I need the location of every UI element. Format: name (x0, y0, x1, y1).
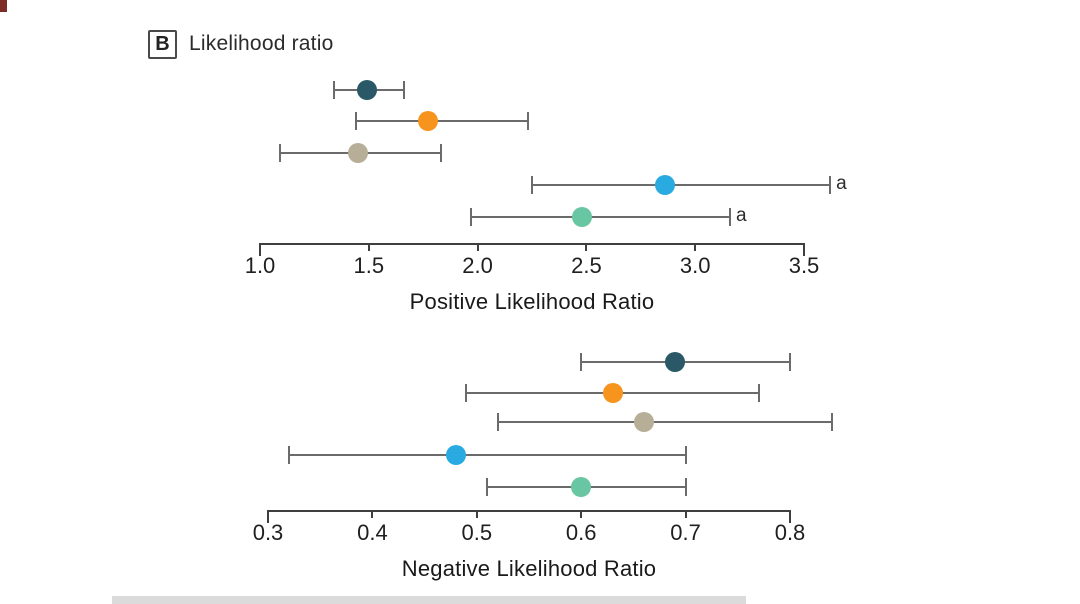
ci-cap-high-dark-blue (402, 81, 405, 99)
ci-line-dark-blue (581, 361, 790, 363)
ci-cap-high-light-blue (829, 176, 832, 194)
panel-tag-b: B (148, 29, 177, 59)
x-axis-tick (789, 510, 791, 523)
footnote-marker-green: a (736, 205, 747, 226)
ci-cap-low-light-blue (287, 446, 290, 464)
x-axis-tick-label: 0.5 (461, 520, 493, 545)
point-estimate-dot-tan (633, 412, 654, 432)
ci-cap-low-green (470, 208, 473, 226)
x-axis-tick-label: 1.5 (353, 253, 385, 278)
ci-cap-high-green (684, 478, 687, 496)
x-axis-tick-label: 3.5 (788, 253, 820, 278)
point-estimate-dot-dark-blue (356, 80, 377, 100)
x-axis-tick (580, 510, 583, 518)
ci-line-orange (355, 120, 528, 122)
bottom-crop-band (112, 596, 746, 604)
ci-cap-low-orange (465, 384, 468, 402)
panel-title: Likelihood ratio (189, 32, 334, 55)
x-axis-line (267, 510, 791, 512)
x-axis-tick-label: 1.0 (244, 253, 276, 278)
x-axis-tick-label: 0.4 (357, 520, 388, 545)
x-axis-title: Positive Likelihood Ratio (409, 289, 655, 314)
point-estimate-dot-light-blue (445, 445, 466, 465)
x-axis-tick (475, 510, 478, 518)
ci-line-light-blue (288, 454, 686, 456)
x-axis-tick-label: 0.3 (252, 520, 284, 545)
point-estimate-dot-green (572, 207, 593, 227)
ci-cap-high-orange (757, 384, 760, 402)
x-axis-tick (694, 243, 697, 251)
point-estimate-dot-green (571, 477, 592, 497)
ci-cap-low-dark-blue (580, 353, 583, 371)
ci-cap-low-tan (278, 144, 281, 162)
ci-cap-high-dark-blue (789, 353, 791, 371)
ci-cap-high-orange (526, 112, 529, 130)
ci-cap-high-tan (830, 413, 833, 431)
ci-cap-low-orange (354, 112, 357, 130)
x-axis-tick (267, 510, 269, 523)
panel-header: B Likelihood ratio (148, 28, 333, 60)
x-axis-tick-label: 2.5 (571, 253, 602, 278)
ci-cap-high-tan (439, 144, 442, 162)
x-axis-tick (259, 243, 261, 256)
point-estimate-dot-orange (417, 111, 438, 131)
x-axis-tick (684, 510, 687, 518)
ci-cap-high-green (729, 208, 732, 226)
point-estimate-dot-tan (347, 143, 368, 163)
x-axis-tick (367, 243, 370, 251)
ci-cap-high-light-blue (684, 446, 687, 464)
x-axis-tick-label: 0.8 (774, 520, 806, 545)
x-axis-tick (585, 243, 588, 251)
ci-cap-low-dark-blue (332, 81, 335, 99)
point-estimate-dot-orange (602, 383, 623, 403)
x-axis-line (259, 243, 805, 245)
x-axis-tick-label: 0.6 (565, 520, 597, 545)
point-estimate-dot-light-blue (654, 175, 675, 195)
x-axis-tick (803, 243, 805, 256)
ci-line-green (471, 216, 730, 218)
top-left-crop-artifact (0, 0, 7, 12)
ci-line-tan (497, 421, 832, 423)
x-axis-tick (371, 510, 374, 518)
ci-cap-low-green (486, 478, 489, 496)
x-axis-tick-label: 0.7 (670, 520, 701, 545)
ci-cap-low-light-blue (531, 176, 533, 194)
footnote-marker-light-blue: a (836, 173, 847, 194)
x-axis-tick-label: 2.0 (462, 253, 493, 278)
x-axis-title: Negative Likelihood Ratio (401, 556, 657, 581)
x-axis-tick-label: 3.0 (679, 253, 711, 278)
x-axis-tick (476, 243, 479, 251)
point-estimate-dot-dark-blue (665, 352, 686, 372)
ci-line-light-blue (532, 184, 831, 186)
ci-cap-low-tan (496, 413, 499, 431)
